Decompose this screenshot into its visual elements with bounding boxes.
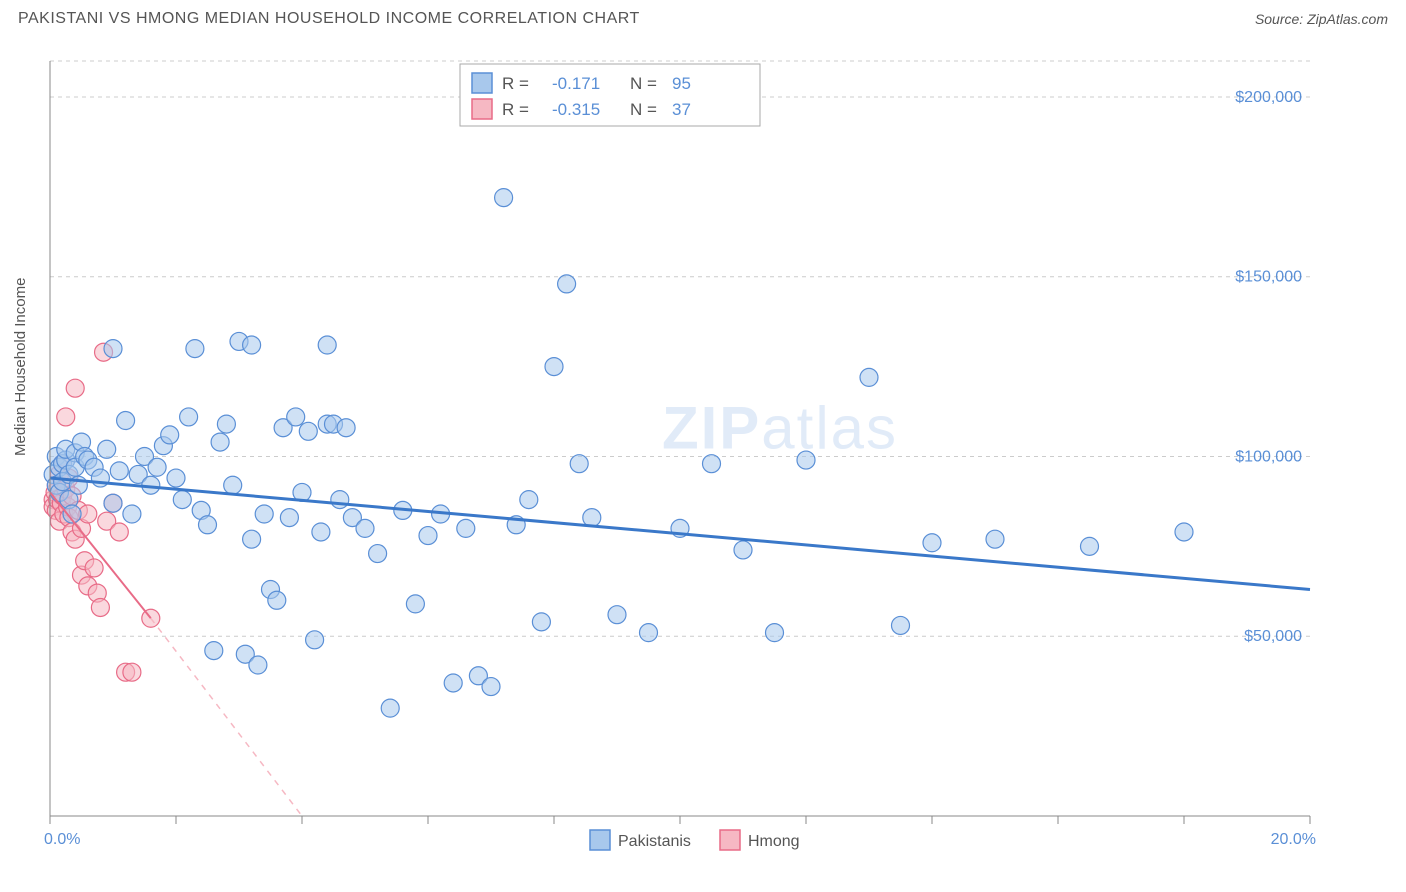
svg-text:R =: R = (502, 100, 529, 119)
svg-text:$50,000: $50,000 (1244, 628, 1302, 645)
chart-title: PAKISTANI VS HMONG MEDIAN HOUSEHOLD INCO… (18, 10, 640, 28)
svg-text:0.0%: 0.0% (44, 831, 80, 848)
svg-text:ZIPatlas: ZIPatlas (662, 395, 898, 462)
scatter-chart: $50,000 $100,000 $150,000 $200,000 ZIPatlas 0… (0, 36, 1406, 886)
svg-text:Hmong: Hmong (748, 833, 800, 850)
svg-text:-0.171: -0.171 (552, 74, 600, 93)
y-axis-label: Median Household Income (12, 278, 29, 456)
svg-text:N =: N = (630, 74, 657, 93)
svg-text:R =: R = (502, 74, 529, 93)
svg-text:$100,000: $100,000 (1235, 448, 1302, 465)
svg-text:37: 37 (672, 100, 691, 119)
svg-text:$200,000: $200,000 (1235, 89, 1302, 106)
svg-text:$150,000: $150,000 (1235, 269, 1302, 286)
svg-text:N =: N = (630, 100, 657, 119)
source-label: Source: ZipAtlas.com (1255, 11, 1388, 27)
svg-text:20.0%: 20.0% (1271, 831, 1316, 848)
svg-text:Pakistanis: Pakistanis (618, 833, 691, 850)
svg-text:95: 95 (672, 74, 691, 93)
svg-text:-0.315: -0.315 (552, 100, 600, 119)
chart-container: Median Household Income $50,000$100,000$… (0, 36, 1406, 886)
